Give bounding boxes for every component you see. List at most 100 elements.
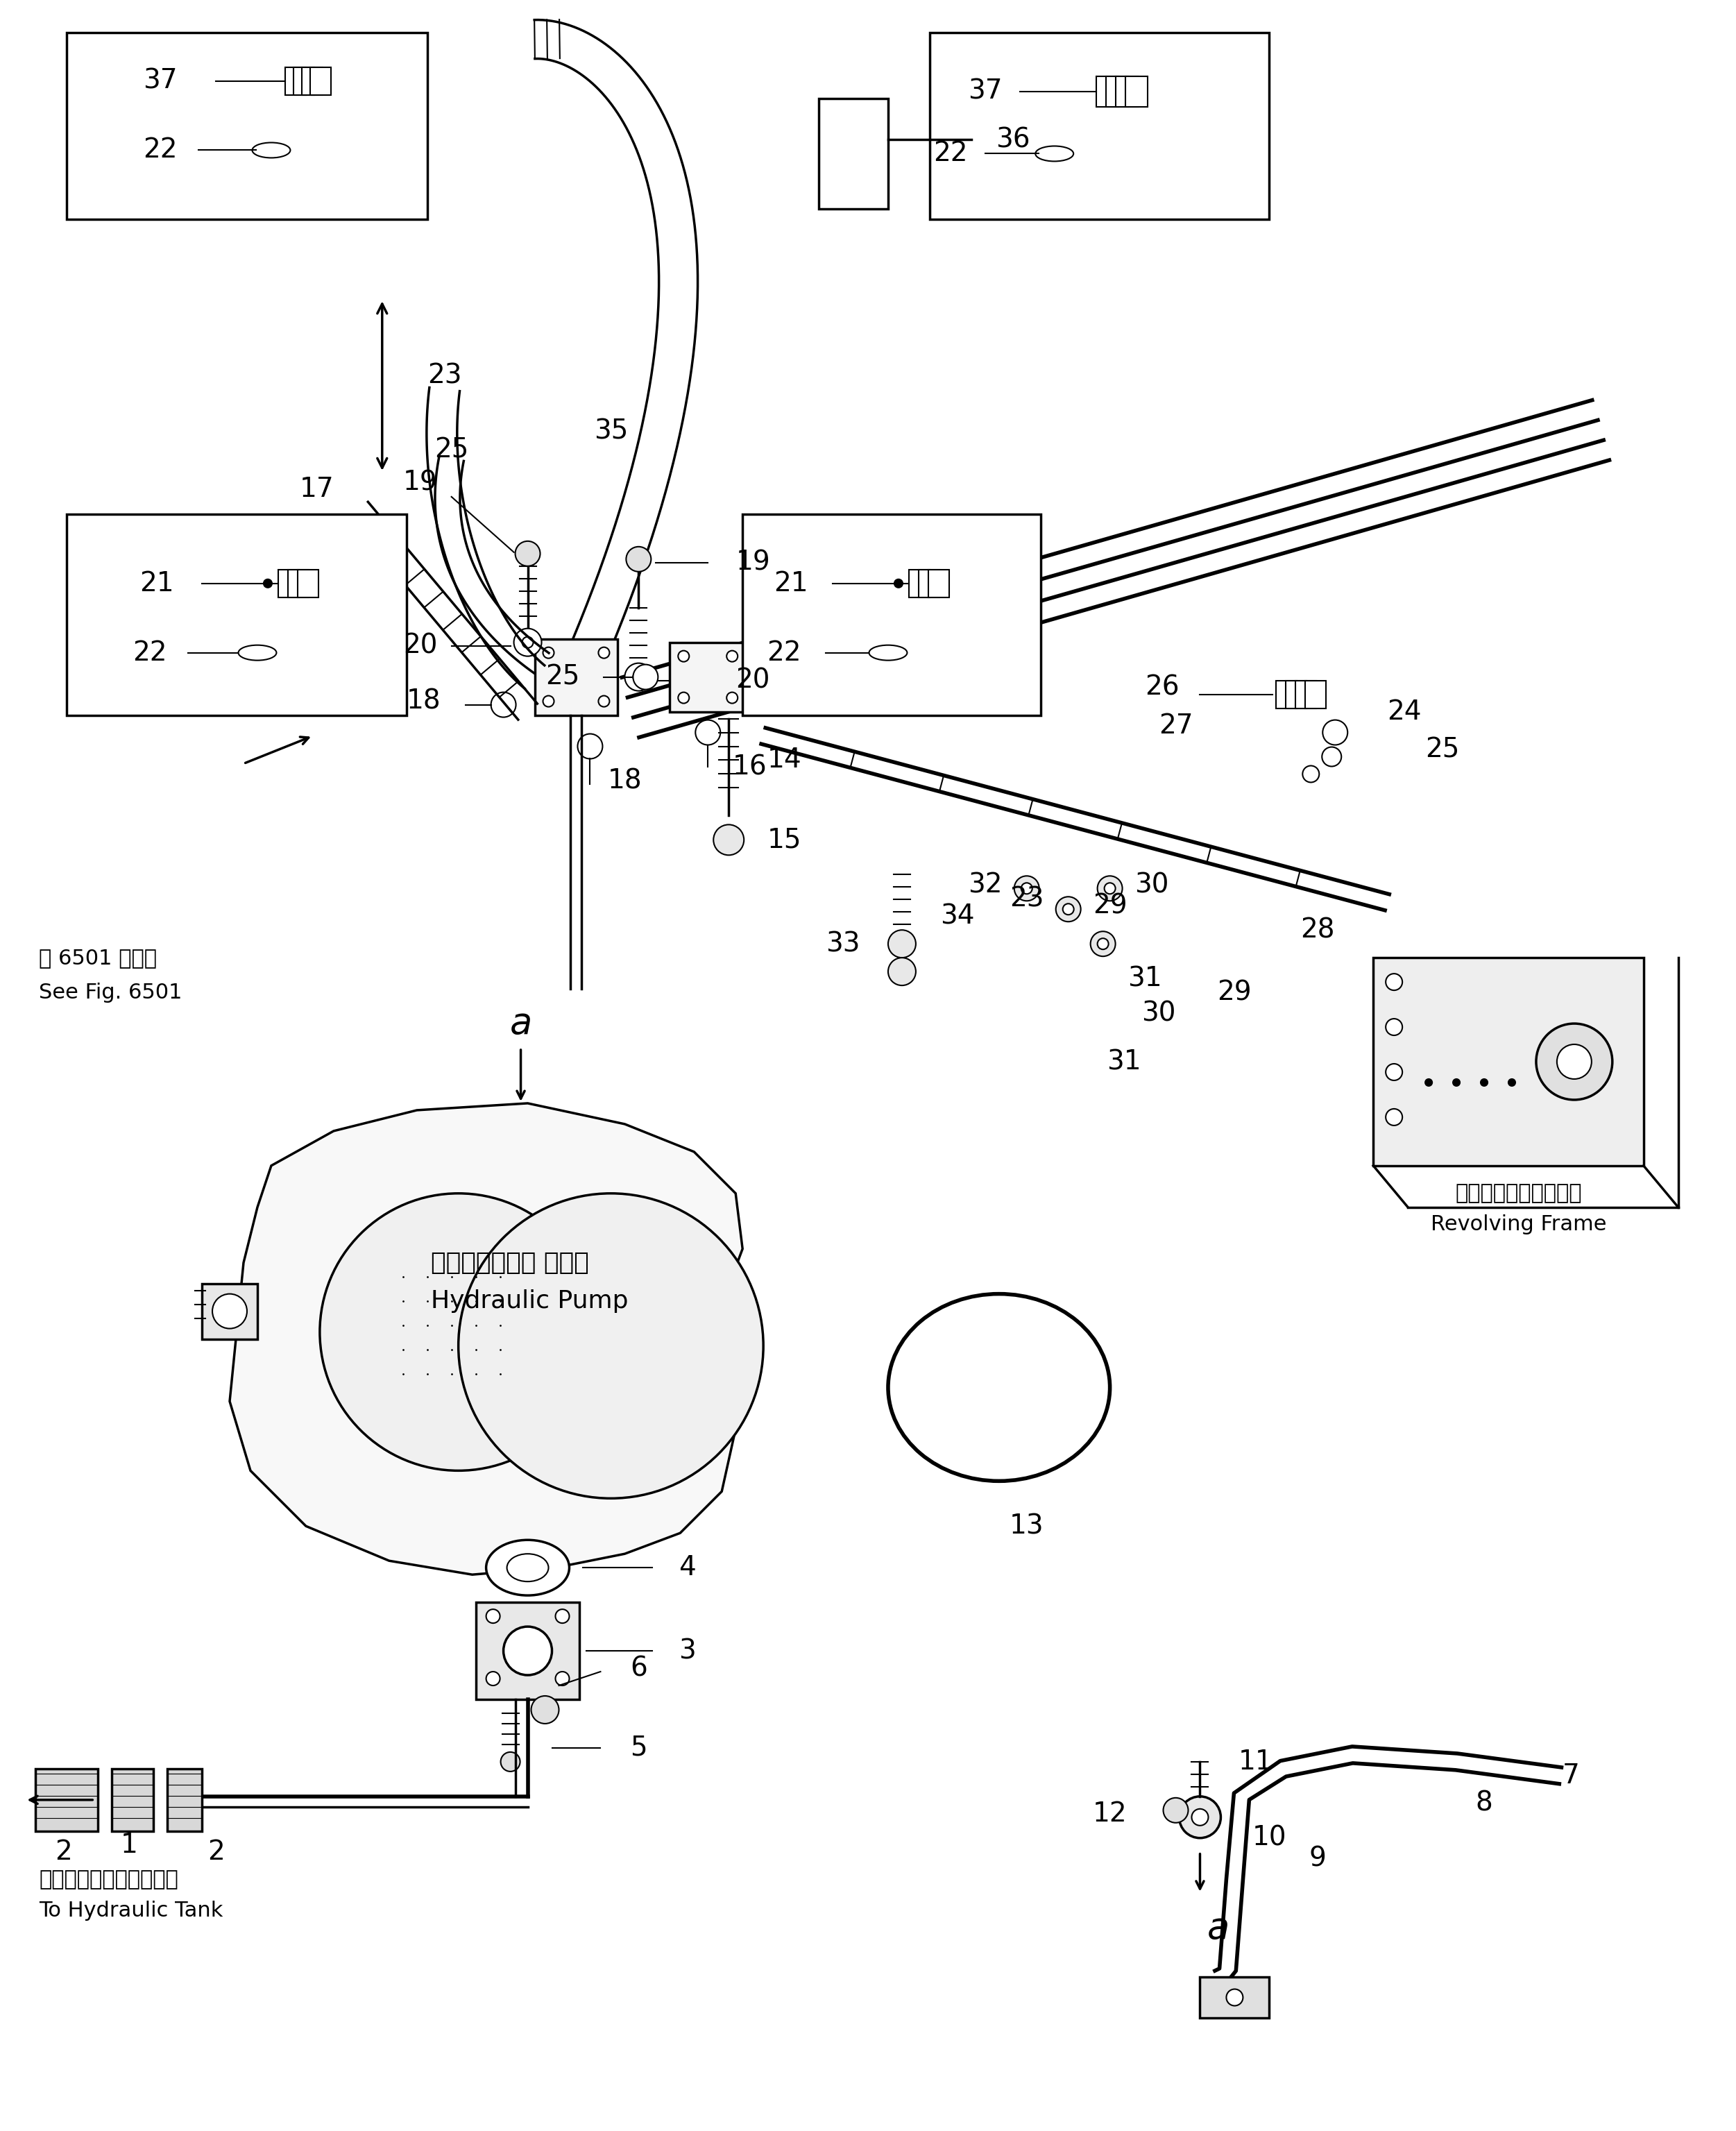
Text: 22: 22 bbox=[142, 136, 177, 164]
Bar bbox=[311, 66, 332, 94]
Circle shape bbox=[627, 548, 651, 571]
Ellipse shape bbox=[252, 143, 290, 158]
Text: 5: 5 bbox=[630, 1735, 648, 1760]
Circle shape bbox=[1536, 1023, 1613, 1100]
Text: ハイドロリック ポンプ: ハイドロリック ポンプ bbox=[431, 1251, 589, 1274]
Text: 37: 37 bbox=[969, 79, 1002, 104]
Text: 27: 27 bbox=[1158, 712, 1193, 739]
Bar bbox=[111, 1769, 153, 1831]
Text: 31: 31 bbox=[1106, 1048, 1141, 1074]
Circle shape bbox=[1097, 938, 1109, 950]
Bar bbox=[1305, 680, 1326, 707]
Bar bbox=[36, 1769, 97, 1831]
Text: 30: 30 bbox=[1141, 999, 1175, 1027]
Circle shape bbox=[599, 695, 609, 707]
Circle shape bbox=[543, 648, 554, 658]
Bar bbox=[1373, 957, 1644, 1166]
Bar bbox=[66, 514, 406, 716]
Text: 37: 37 bbox=[142, 68, 177, 94]
Circle shape bbox=[1062, 904, 1075, 914]
Text: 36: 36 bbox=[996, 126, 1029, 153]
Text: ハイドロリックタンクへ: ハイドロリックタンクへ bbox=[40, 1869, 179, 1890]
Circle shape bbox=[1481, 1078, 1488, 1087]
Circle shape bbox=[1302, 765, 1319, 782]
Circle shape bbox=[486, 1671, 500, 1686]
Ellipse shape bbox=[238, 646, 276, 661]
Circle shape bbox=[1179, 1796, 1220, 1839]
Text: 8: 8 bbox=[1476, 1790, 1493, 1816]
Circle shape bbox=[1385, 974, 1403, 991]
Text: 16: 16 bbox=[733, 754, 767, 780]
Bar bbox=[201, 1283, 257, 1338]
Circle shape bbox=[727, 650, 738, 663]
Bar bbox=[297, 569, 318, 597]
Circle shape bbox=[1385, 1063, 1403, 1080]
Circle shape bbox=[679, 693, 689, 703]
Text: 24: 24 bbox=[1387, 699, 1422, 725]
Text: 10: 10 bbox=[1252, 1824, 1286, 1852]
Text: 第 6501 図参照: 第 6501 図参照 bbox=[40, 948, 156, 967]
Circle shape bbox=[500, 1752, 521, 1771]
Circle shape bbox=[727, 693, 738, 703]
Bar bbox=[910, 569, 930, 597]
Text: 9: 9 bbox=[1309, 1845, 1326, 1871]
Bar bbox=[293, 66, 314, 94]
Text: 4: 4 bbox=[679, 1553, 696, 1581]
Text: a: a bbox=[1207, 1909, 1229, 1946]
Circle shape bbox=[212, 1294, 247, 1328]
Text: 31: 31 bbox=[1127, 965, 1161, 991]
Text: 35: 35 bbox=[594, 418, 628, 443]
Circle shape bbox=[556, 1609, 569, 1624]
Polygon shape bbox=[229, 1104, 743, 1575]
Text: 13: 13 bbox=[1010, 1513, 1043, 1539]
Circle shape bbox=[503, 1626, 552, 1675]
Text: 25: 25 bbox=[434, 437, 469, 465]
Text: Hydraulic Pump: Hydraulic Pump bbox=[431, 1289, 628, 1313]
Circle shape bbox=[523, 637, 533, 648]
Circle shape bbox=[696, 720, 720, 746]
Text: 22: 22 bbox=[934, 141, 967, 166]
Ellipse shape bbox=[870, 646, 908, 661]
Polygon shape bbox=[1215, 1747, 1561, 1982]
Ellipse shape bbox=[1035, 147, 1073, 162]
Text: 26: 26 bbox=[1144, 673, 1179, 701]
Text: 33: 33 bbox=[826, 931, 861, 957]
Text: 18: 18 bbox=[406, 688, 441, 714]
Text: 14: 14 bbox=[767, 748, 802, 774]
Circle shape bbox=[1055, 897, 1082, 923]
Circle shape bbox=[634, 671, 644, 682]
Text: 11: 11 bbox=[1238, 1750, 1272, 1775]
Text: 1: 1 bbox=[120, 1833, 137, 1858]
Circle shape bbox=[578, 733, 602, 759]
Bar bbox=[167, 1769, 201, 1831]
Circle shape bbox=[625, 663, 653, 690]
Circle shape bbox=[1014, 876, 1040, 901]
Text: 25: 25 bbox=[1425, 737, 1460, 763]
Text: 22: 22 bbox=[767, 639, 802, 665]
Text: 18: 18 bbox=[608, 767, 642, 795]
Text: レボルビングフレーム: レボルビングフレーム bbox=[1455, 1183, 1581, 1204]
Bar bbox=[1200, 1978, 1269, 2018]
Ellipse shape bbox=[507, 1553, 549, 1581]
Text: 29: 29 bbox=[1092, 893, 1127, 918]
Polygon shape bbox=[621, 401, 1597, 697]
Text: 25: 25 bbox=[545, 665, 580, 690]
Circle shape bbox=[1097, 876, 1123, 901]
Circle shape bbox=[1321, 748, 1342, 767]
Text: 15: 15 bbox=[767, 827, 802, 852]
Text: 7: 7 bbox=[1562, 1762, 1580, 1788]
Circle shape bbox=[1385, 1108, 1403, 1125]
Text: To Hydraulic Tank: To Hydraulic Tank bbox=[40, 1901, 224, 1920]
Circle shape bbox=[1509, 1078, 1516, 1087]
Circle shape bbox=[889, 957, 917, 985]
Text: 28: 28 bbox=[1300, 916, 1335, 944]
Circle shape bbox=[1191, 1809, 1208, 1826]
Bar bbox=[1106, 77, 1128, 107]
Bar bbox=[66, 32, 427, 219]
Circle shape bbox=[889, 929, 917, 957]
Text: 30: 30 bbox=[1134, 872, 1168, 897]
Circle shape bbox=[634, 665, 658, 690]
Bar bbox=[1125, 77, 1147, 107]
Circle shape bbox=[679, 650, 689, 663]
Circle shape bbox=[514, 629, 542, 656]
